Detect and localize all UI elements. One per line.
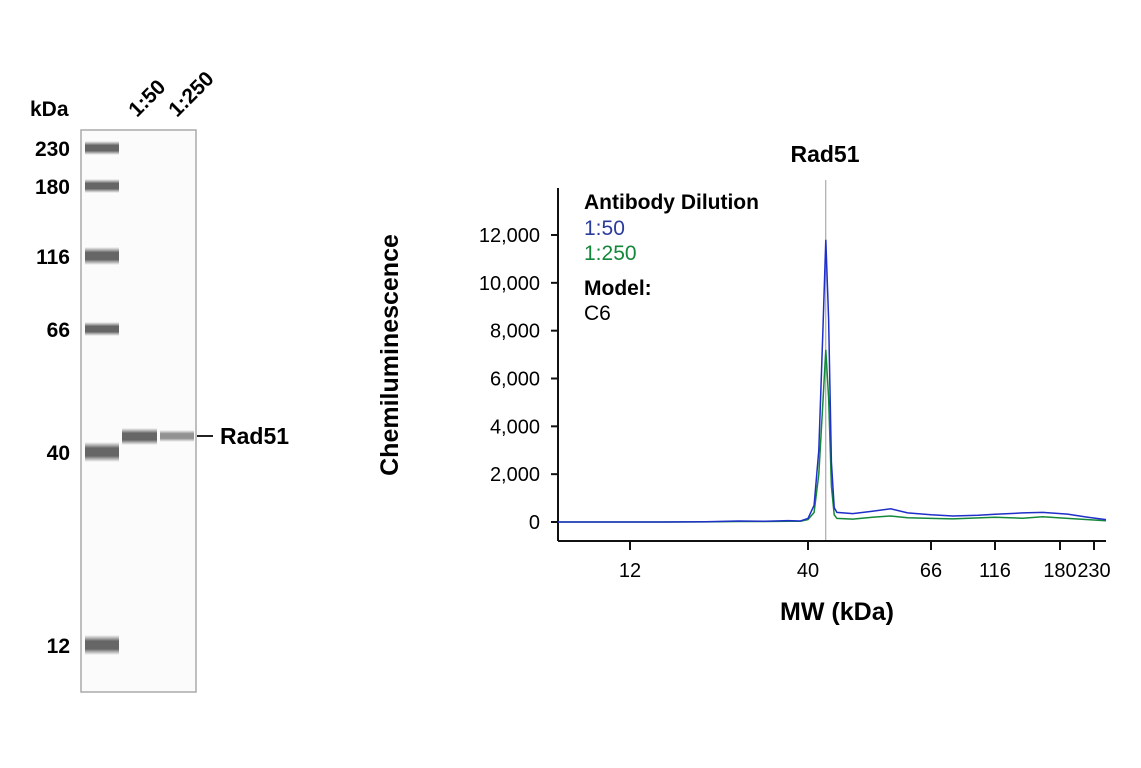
band-label: Rad51 bbox=[220, 423, 289, 449]
x-axis-label: MW (kDa) bbox=[780, 598, 894, 626]
y-tick-label: 6,000 bbox=[490, 369, 540, 391]
legend-item-1-250: 1:250 bbox=[584, 242, 637, 265]
series-line-1-50 bbox=[558, 239, 1107, 523]
ladder-band-12 bbox=[85, 635, 119, 655]
x-tick-label: 66 bbox=[920, 560, 942, 582]
kda-label: kDa bbox=[30, 98, 69, 121]
marker-label-66: 66 bbox=[47, 319, 70, 342]
legend-item-1-50: 1:50 bbox=[584, 217, 625, 240]
ladder-band-116 bbox=[85, 247, 119, 265]
marker-label-180: 180 bbox=[35, 176, 70, 199]
x-tick-label: 40 bbox=[797, 560, 819, 582]
x-tick-label: 180 bbox=[1043, 560, 1076, 582]
y-tick-label: 0 bbox=[529, 512, 540, 534]
legend-title: Antibody Dilution bbox=[584, 191, 759, 214]
chart-title: Rad51 bbox=[790, 141, 859, 167]
x-tick-label: 116 bbox=[979, 560, 1011, 582]
marker-label-40: 40 bbox=[47, 442, 70, 465]
y-tick-label: 8,000 bbox=[490, 321, 540, 343]
chart-panel: Rad51 Chemiluminescence MW (kDa) 0 2,000 4… bbox=[376, 141, 1111, 626]
y-tick-label: 2,000 bbox=[490, 464, 540, 486]
x-tick-label: 12 bbox=[619, 560, 641, 582]
y-tick-label: 12,000 bbox=[479, 225, 540, 247]
y-tick-label: 10,000 bbox=[479, 273, 540, 295]
series-line-1-250 bbox=[558, 349, 1107, 523]
x-tick-label: 230 bbox=[1077, 560, 1110, 582]
marker-label-230: 230 bbox=[35, 138, 70, 161]
rad51-band-lane-1 bbox=[122, 428, 157, 445]
ladder-band-66 bbox=[85, 322, 119, 336]
blot-panel: kDa 1:50 1:250 230 180 116 66 40 12 Rad51 bbox=[30, 67, 289, 693]
model-value: C6 bbox=[584, 302, 611, 325]
marker-label-12: 12 bbox=[47, 635, 70, 658]
y-axis-label: Chemiluminescence bbox=[376, 234, 404, 476]
rad51-band-lane-2 bbox=[160, 430, 194, 442]
y-tick-label: 4,000 bbox=[490, 416, 540, 438]
marker-label-116: 116 bbox=[36, 246, 70, 269]
ladder-band-230 bbox=[85, 141, 119, 155]
ladder-band-40 bbox=[85, 442, 119, 462]
model-label: Model: bbox=[584, 277, 652, 300]
blot-frame bbox=[80, 129, 197, 693]
lane-label-2: 1:250 bbox=[164, 67, 218, 121]
lane-label-1: 1:50 bbox=[124, 76, 170, 122]
ladder-band-180 bbox=[85, 179, 119, 193]
